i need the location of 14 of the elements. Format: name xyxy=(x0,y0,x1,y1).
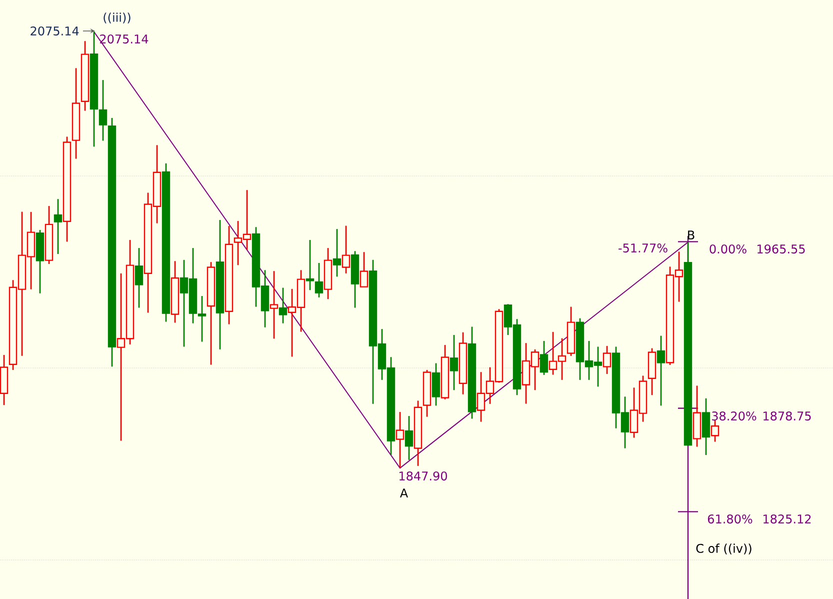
text: 1825.12 xyxy=(764,514,811,524)
text: 1878.75 xyxy=(764,411,811,421)
annotation: 2075.14 xyxy=(30,26,79,36)
annotation: 0.00% xyxy=(710,244,746,254)
annotation: 1847.90 xyxy=(400,471,448,481)
annotation: ((iii)) xyxy=(104,12,130,24)
annotation: -51.77% xyxy=(618,243,668,253)
annotation: 2075.14 xyxy=(100,34,148,44)
annotation: 38.20% xyxy=(712,411,756,421)
annotation: 61.80% xyxy=(708,514,752,524)
text: 1965.55 xyxy=(758,244,805,254)
annotation: C of ((iv)) xyxy=(696,544,752,554)
annotation: B xyxy=(688,230,694,240)
annotation: A xyxy=(400,488,408,498)
